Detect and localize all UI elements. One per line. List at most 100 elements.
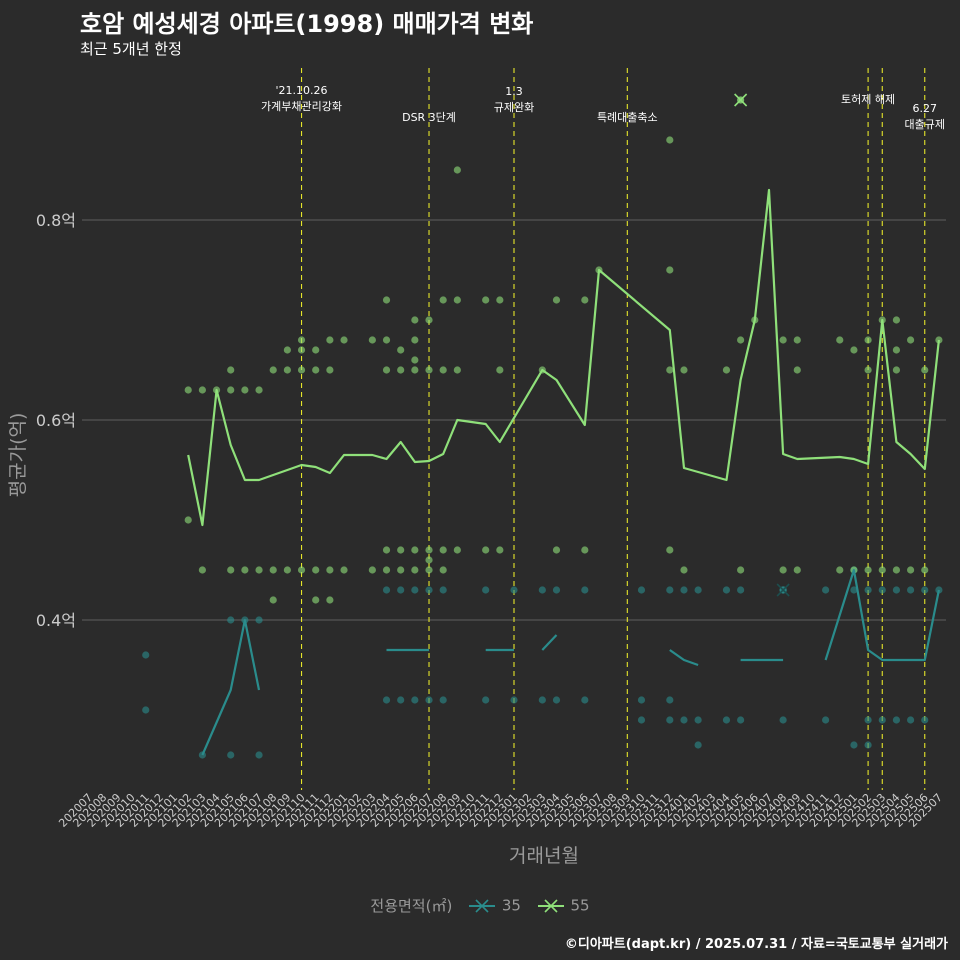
point-35 (552, 586, 561, 594)
point-55 (312, 346, 320, 354)
point-55 (411, 566, 419, 574)
point-55 (255, 566, 263, 574)
legend-title: 전용면적(㎡) (370, 897, 453, 915)
point-35 (439, 586, 447, 594)
point-55 (425, 316, 433, 324)
point-55 (397, 566, 405, 574)
point-55 (198, 386, 206, 394)
point-35 (906, 716, 915, 724)
point-55 (439, 546, 447, 554)
point-55 (453, 546, 461, 554)
point-55 (312, 566, 320, 574)
point-55 (326, 566, 334, 574)
point-35 (425, 586, 433, 594)
point-55 (326, 366, 334, 374)
event-label: 규제완화 (494, 101, 534, 114)
point-55 (906, 336, 915, 344)
point-55 (836, 336, 844, 344)
y-tick-label: 0.6억 (36, 411, 76, 430)
point-55 (255, 386, 263, 394)
point-55 (368, 566, 376, 574)
point-55 (482, 546, 490, 554)
point-35 (737, 716, 745, 724)
point-55 (283, 366, 291, 374)
point-55 (397, 346, 405, 354)
point-55 (666, 546, 674, 554)
point-55 (864, 336, 872, 344)
point-55 (439, 296, 447, 304)
point-55 (382, 566, 391, 574)
point-55 (453, 366, 461, 374)
legend-item-35: 35 (467, 896, 521, 915)
average-lines (187, 188, 940, 756)
point-35 (666, 716, 674, 724)
point-35 (921, 716, 929, 724)
point-55 (411, 546, 419, 554)
point-55 (793, 366, 801, 374)
point-55 (411, 366, 419, 374)
event-lines (300, 68, 926, 790)
point-55 (850, 346, 858, 354)
point-35 (397, 586, 405, 594)
point-35 (892, 716, 901, 724)
point-35 (878, 586, 886, 594)
chart-subtitle: 최근 5개년 한정 (80, 40, 182, 58)
point-55 (425, 566, 433, 574)
point-55 (779, 566, 787, 574)
event-label: DSR 3단계 (402, 111, 456, 124)
point-35 (694, 741, 702, 749)
cross-marker-35 (776, 583, 790, 597)
point-55 (382, 336, 391, 344)
point-35 (227, 616, 235, 624)
point-55 (269, 566, 277, 574)
point-35 (864, 741, 872, 749)
point-35 (666, 696, 674, 704)
point-55 (779, 336, 787, 344)
point-55 (496, 366, 504, 374)
point-55 (453, 296, 461, 304)
point-35 (552, 696, 561, 704)
point-35 (864, 586, 872, 594)
point-55 (680, 366, 688, 374)
transaction-points (142, 136, 943, 759)
point-35 (411, 696, 419, 704)
point-55 (227, 366, 235, 374)
point-55 (935, 336, 943, 344)
point-55 (425, 556, 433, 564)
point-35 (892, 586, 901, 594)
point-35 (822, 586, 830, 594)
point-35 (382, 586, 391, 594)
point-55 (864, 566, 872, 574)
point-35 (255, 751, 263, 759)
point-35 (637, 696, 646, 704)
point-55 (892, 366, 901, 374)
point-55 (737, 566, 745, 574)
point-55 (326, 596, 334, 604)
point-55 (878, 566, 886, 574)
point-35 (878, 716, 886, 724)
point-55 (921, 566, 929, 574)
point-55 (297, 346, 306, 354)
point-35 (581, 586, 589, 594)
point-35 (637, 586, 646, 594)
point-55 (312, 366, 320, 374)
point-55 (892, 346, 901, 354)
legend: 전용면적(㎡) 35 55 (0, 895, 960, 916)
event-label: 토허제 해제 (841, 92, 895, 106)
point-55 (892, 566, 901, 574)
point-55 (184, 386, 192, 394)
point-35 (737, 586, 745, 594)
point-55 (496, 296, 504, 304)
point-35 (850, 741, 858, 749)
y-tick-label: 0.4억 (36, 611, 76, 630)
point-55 (906, 566, 915, 574)
point-35 (680, 586, 688, 594)
point-35 (482, 696, 490, 704)
point-55 (836, 566, 844, 574)
point-35 (581, 696, 589, 704)
point-35 (227, 751, 235, 759)
point-55 (666, 136, 674, 144)
point-55 (552, 296, 561, 304)
